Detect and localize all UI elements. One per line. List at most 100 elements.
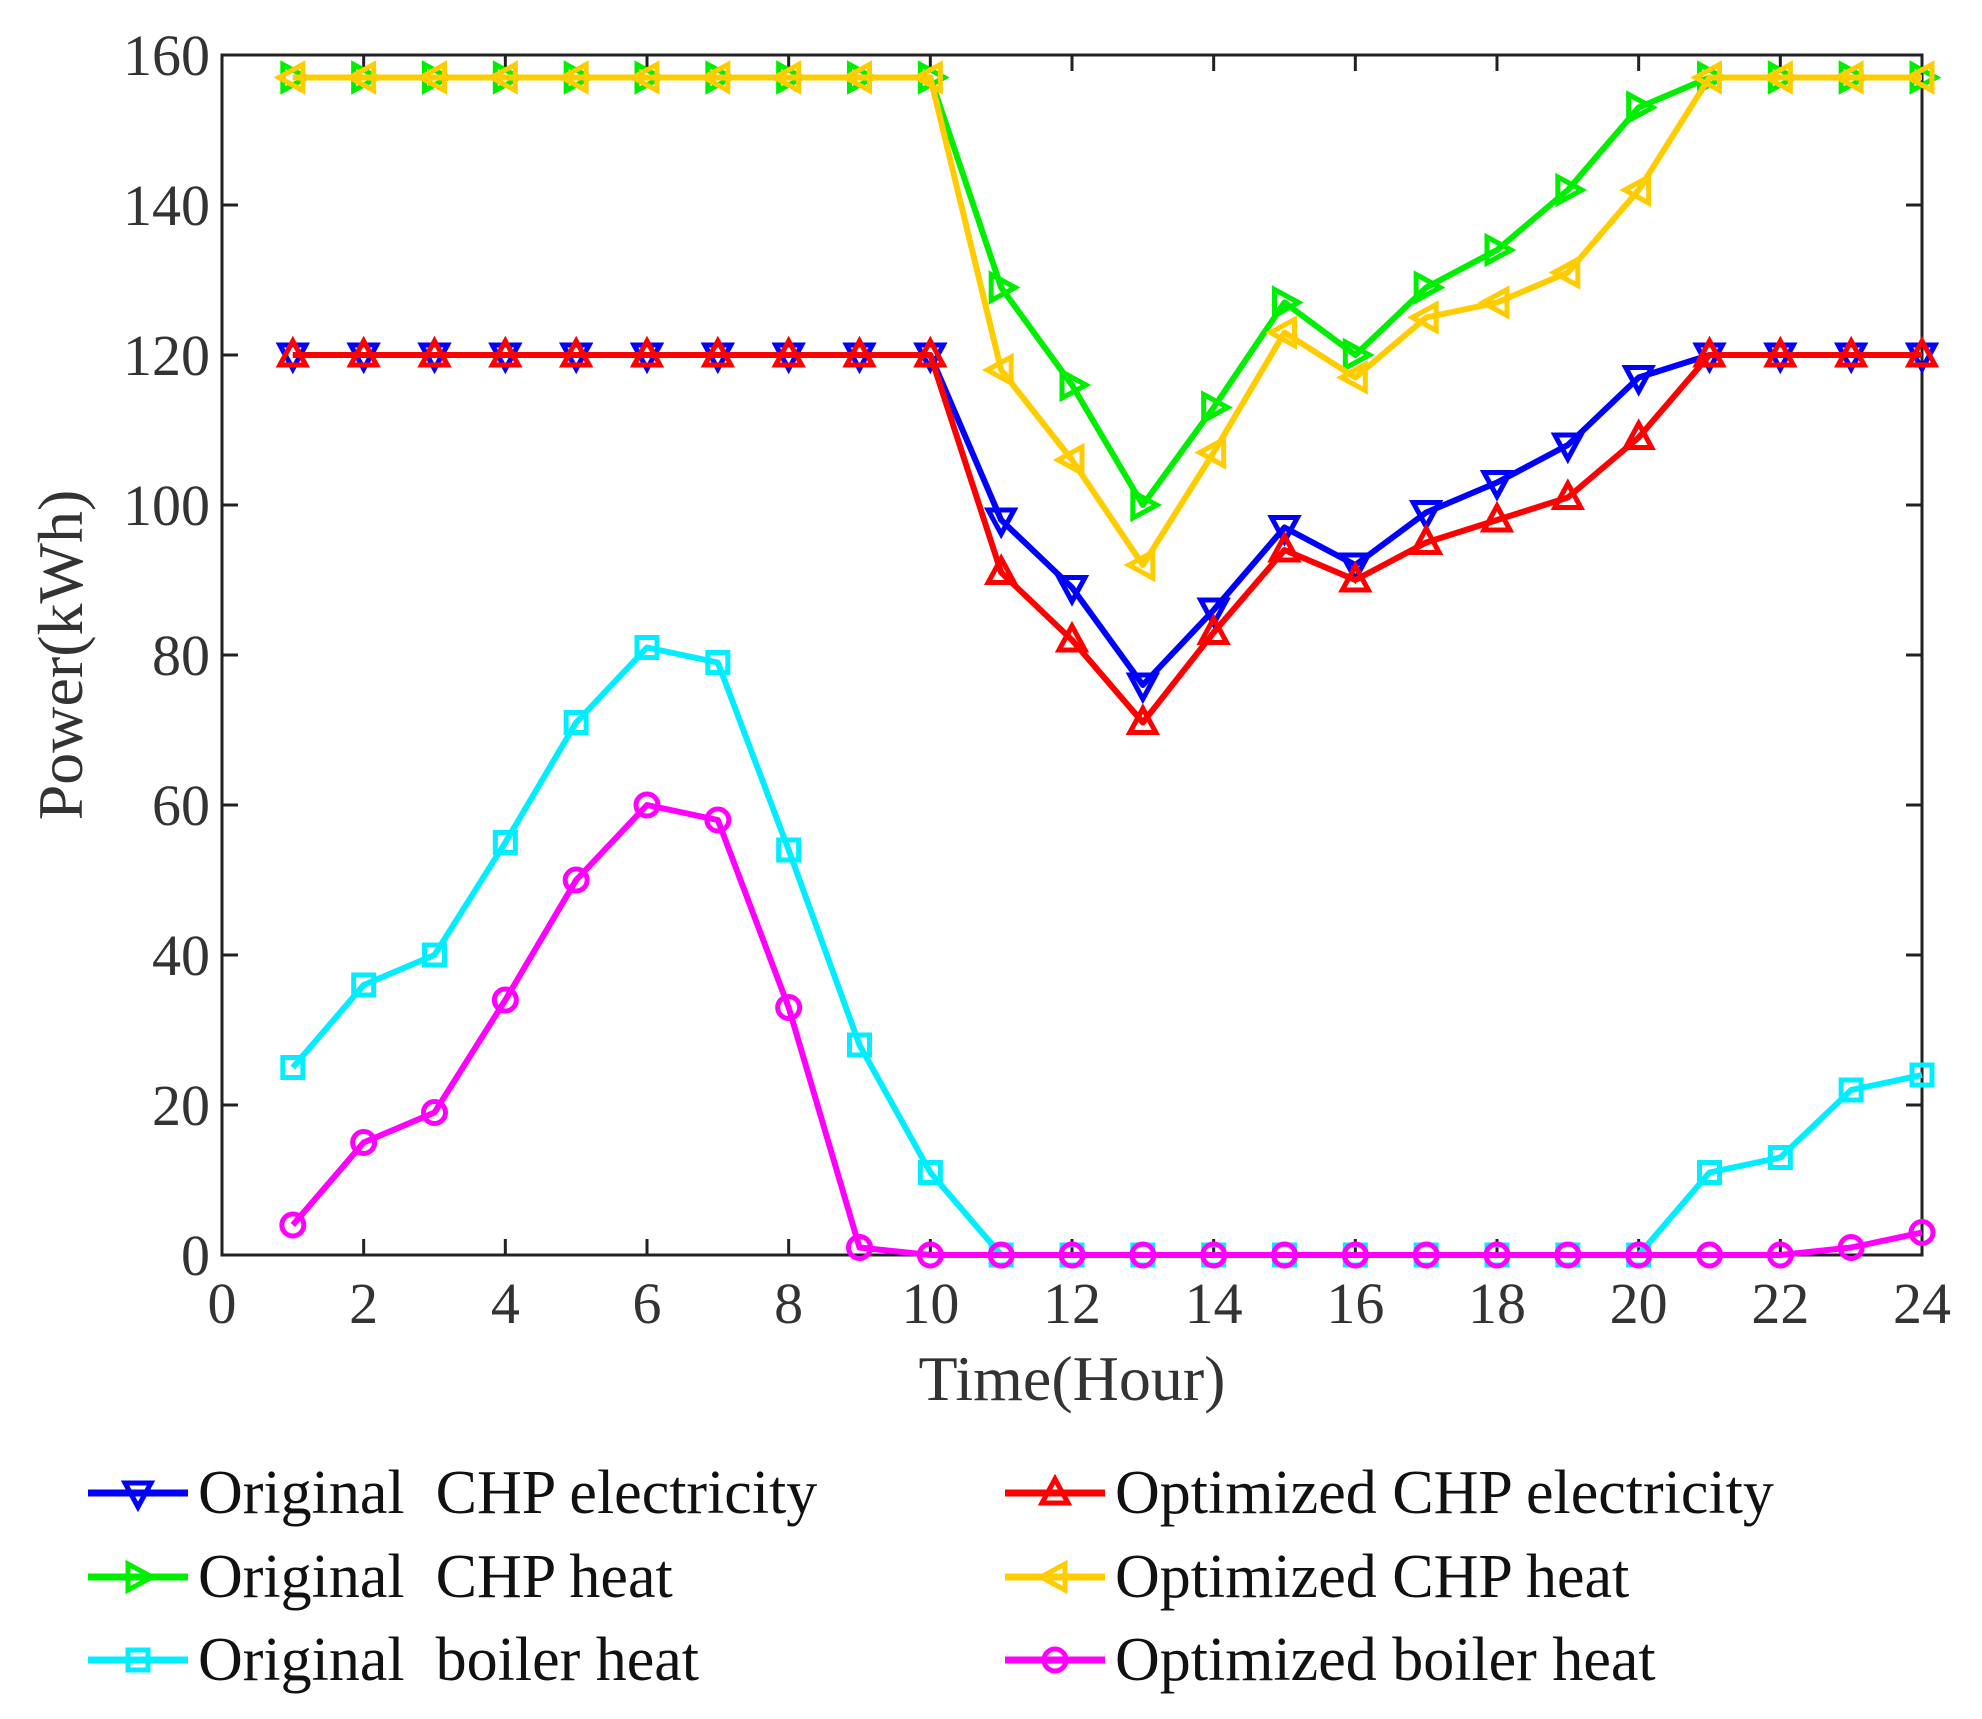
data-point [1909, 1062, 1935, 1088]
legend-marker [120, 1480, 156, 1513]
data-point [1767, 1145, 1793, 1170]
x-tick-label: 12 [1043, 1271, 1101, 1336]
series-line [290, 802, 1923, 1258]
data-point [488, 335, 523, 368]
data-point [273, 60, 306, 95]
data-point [1621, 365, 1656, 397]
legend-item-original-boiler-heat: Original boiler heat [88, 1626, 699, 1694]
data-point [916, 1241, 944, 1269]
data-point [1054, 620, 1090, 653]
data-point [1621, 418, 1656, 450]
data-point [1058, 1241, 1086, 1269]
data-point [1831, 60, 1864, 95]
legend-marker [125, 1559, 158, 1595]
data-point [1550, 432, 1586, 465]
data-point [486, 60, 518, 95]
x-tick-label: 6 [633, 1271, 662, 1336]
data-point [1696, 1241, 1723, 1269]
y-tick-label: 80 [152, 623, 210, 688]
x-tick-label: 2 [349, 1271, 378, 1336]
data-point [1130, 487, 1163, 523]
data-point [913, 335, 948, 368]
data-point [1697, 1160, 1722, 1185]
data-point [1054, 575, 1090, 607]
x-tick-label: 14 [1185, 1271, 1243, 1336]
data-point [983, 553, 1019, 585]
data-point [983, 507, 1019, 540]
legend-marker [1041, 1646, 1069, 1674]
data-point [629, 335, 665, 368]
series-original-chp-electricity [275, 342, 1940, 705]
legend-label: Optimized boiler heat [1115, 1626, 1656, 1694]
data-point [275, 335, 311, 368]
data-point [492, 830, 518, 855]
data-point [1477, 285, 1510, 320]
y-axis-title: Power(kWh) [25, 490, 96, 821]
legend-label: Original CHP heat [198, 1543, 673, 1611]
data-point [842, 335, 877, 368]
data-point [415, 60, 447, 95]
legend-item-original-chp-electricity: Original CHP electricity [88, 1459, 817, 1527]
data-point [987, 1241, 1015, 1269]
data-point [1336, 360, 1368, 395]
x-tick-label: 8 [774, 1271, 803, 1336]
data-point [981, 352, 1014, 388]
data-point [1837, 1234, 1865, 1261]
data-point [1908, 1219, 1936, 1246]
y-tick-label: 40 [152, 923, 210, 988]
data-point [1484, 232, 1517, 268]
data-point [1125, 672, 1161, 705]
data-point [705, 650, 731, 675]
data-point [422, 942, 447, 968]
legend-item-optimized-chp-heat: Optimized CHP heat [1005, 1543, 1629, 1611]
data-point [558, 335, 594, 368]
data-point [1902, 60, 1935, 95]
data-point [1626, 90, 1658, 125]
data-point [847, 1032, 872, 1058]
data-point [1904, 335, 1940, 368]
data-point [1625, 1241, 1653, 1269]
data-point [776, 837, 802, 863]
data-point [1129, 1241, 1157, 1269]
data-point [917, 1160, 943, 1185]
series-optimized-boiler-heat [279, 791, 1936, 1269]
legend-marker [125, 1647, 151, 1673]
data-point [1272, 285, 1304, 320]
data-point [346, 335, 381, 368]
data-point [1479, 500, 1515, 533]
data-point [1761, 60, 1793, 95]
series-original-chp-heat [280, 60, 1942, 523]
y-tick-label: 60 [152, 773, 210, 838]
data-point [1052, 442, 1085, 478]
data-point [344, 60, 377, 95]
data-point [1412, 1241, 1440, 1269]
data-point [775, 994, 803, 1021]
data-point [1265, 315, 1297, 350]
y-tick-label: 120 [123, 323, 210, 388]
data-point [840, 60, 872, 95]
y-tick-label: 140 [123, 173, 210, 238]
y-tick-label: 160 [123, 23, 210, 88]
series-original-boiler-heat [280, 635, 1935, 1268]
series-optimized-chp-electricity [275, 335, 1940, 735]
data-point [351, 972, 377, 998]
data-point [350, 1129, 378, 1156]
data-point [988, 270, 1021, 305]
series-optimized-chp-heat [273, 60, 1935, 583]
data-point [491, 986, 519, 1014]
x-tick-label: 0 [208, 1271, 237, 1336]
data-point [1763, 335, 1798, 368]
data-point [556, 60, 589, 95]
y-tick-label: 100 [123, 473, 210, 538]
data-point [771, 335, 806, 368]
data-point [769, 60, 802, 95]
data-point [1690, 60, 1722, 95]
data-point [1125, 703, 1161, 735]
data-point [1267, 515, 1302, 547]
data-point [1838, 1077, 1864, 1103]
x-tick-label: 4 [491, 1271, 520, 1336]
data-point [700, 335, 736, 368]
data-point [1196, 597, 1231, 630]
legend-item-optimized-boiler-heat: Optimized boiler heat [1005, 1626, 1656, 1694]
